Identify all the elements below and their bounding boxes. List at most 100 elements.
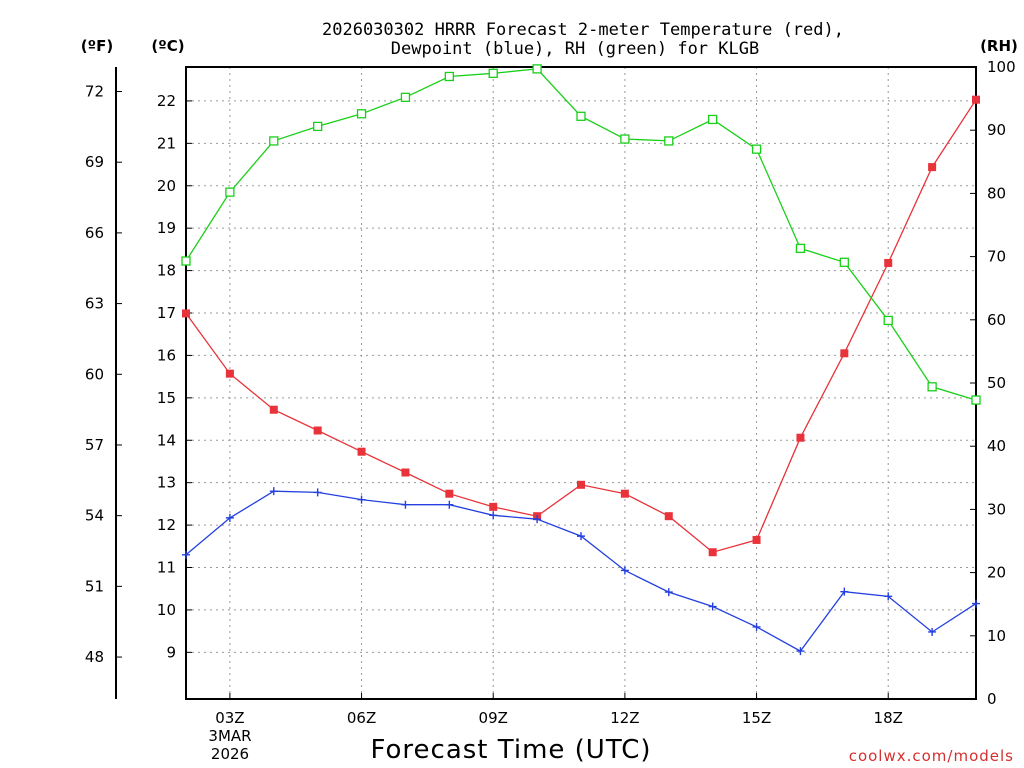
x-tick-label: 06Z	[347, 709, 376, 727]
dewpoint-point	[182, 550, 190, 559]
rh-point	[927, 382, 937, 392]
rh-point	[751, 144, 762, 154]
temperature-point	[445, 489, 454, 498]
temperature-point	[225, 369, 234, 378]
celsius-tick-label: 16	[157, 346, 176, 364]
rh-point	[576, 111, 586, 121]
celsius-tick-label: 11	[157, 559, 176, 577]
rh-point	[313, 121, 323, 132]
rh-point	[181, 256, 191, 266]
celsius-tick-label: 15	[157, 389, 176, 407]
x-tick-label: 15Z	[742, 709, 771, 727]
grid-lines	[186, 67, 976, 699]
x-tick-label: 18Z	[874, 709, 903, 727]
fahrenheit-tick-label: 51	[85, 577, 104, 595]
temperature-point	[269, 405, 278, 414]
fahrenheit-tick-label: 72	[85, 83, 104, 101]
rh-unit-label: (RH)	[980, 37, 1018, 55]
rh-point	[532, 64, 542, 74]
dewpoint-point	[884, 592, 893, 601]
dewpoint-point	[313, 488, 322, 497]
x-axis-label: Forecast Time (UTC)	[370, 735, 651, 765]
rh-point	[664, 136, 674, 146]
tick-labels: 03Z 06Z 09Z 12Z 15Z 18Z 9 10 11 12 13 14 15 16 17 18 19 2…	[85, 58, 1016, 727]
dewpoint-point	[577, 532, 585, 541]
celsius-tick-label: 18	[157, 262, 176, 280]
temperature-point	[972, 95, 980, 104]
rh-point	[839, 257, 849, 267]
dewpoint-point	[796, 647, 805, 656]
celsius-tick-label: 22	[157, 92, 176, 110]
rh-tick-label: 0	[987, 690, 997, 708]
plot-frame	[185, 66, 977, 700]
dewpoint-point	[533, 515, 542, 524]
rh-point	[225, 187, 235, 197]
temperature-point	[401, 468, 410, 477]
celsius-tick-label: 14	[157, 431, 176, 449]
chart-title-line-1: 2026030302 HRRR Forecast 2-meter Tempera…	[322, 20, 844, 40]
site-credit: coolwx.com/models	[849, 747, 1014, 765]
temperature-point	[357, 447, 366, 456]
rh-tick-label: 50	[987, 374, 1006, 392]
temperature-point	[752, 535, 761, 544]
fahrenheit-tick-label: 57	[85, 436, 104, 454]
temperature-point	[928, 163, 937, 172]
rh-point	[883, 315, 893, 326]
temperature-point	[313, 426, 322, 435]
dewpoint-point	[972, 599, 980, 608]
fahrenheit-tick-label: 48	[85, 648, 104, 666]
celsius-tick-label: 17	[157, 304, 176, 322]
rh-tick-label: 80	[987, 184, 1006, 202]
date-label-day: 3MAR	[208, 727, 251, 745]
rh-point	[795, 243, 806, 254]
temperature-point	[840, 349, 849, 358]
dewpoint-point	[401, 500, 410, 509]
dewpoint-point	[840, 587, 849, 596]
rh-point	[488, 68, 498, 78]
dewpoint-point	[269, 487, 278, 496]
data-series	[181, 64, 981, 656]
rh-tick-label: 100	[987, 58, 1016, 76]
celsius-tick-label: 13	[157, 474, 176, 492]
dewpoint-point	[752, 622, 761, 631]
fahrenheit-tick-label: 54	[85, 507, 104, 525]
rh-tick-label: 90	[987, 121, 1006, 139]
fahrenheit-tick-label: 66	[85, 224, 104, 242]
celsius-tick-label: 9	[166, 643, 176, 661]
celsius-unit-label: (ºC)	[151, 37, 184, 55]
dewpoint-point	[928, 627, 937, 636]
celsius-tick-label: 19	[157, 219, 176, 237]
celsius-tick-label: 20	[157, 177, 176, 195]
x-tick-label: 03Z	[215, 709, 244, 727]
rh-point	[444, 71, 454, 82]
rh-tick-label: 60	[987, 311, 1006, 329]
dewpoint-point	[708, 602, 717, 611]
temperature-point	[796, 433, 805, 442]
celsius-tick-label: 10	[157, 601, 176, 619]
temperature-point	[664, 512, 673, 521]
x-tick-label: 09Z	[479, 709, 508, 727]
fahrenheit-tick-label: 60	[85, 365, 104, 383]
chart-title-line-2: Dewpoint (blue), RH (green) for KLGB	[391, 39, 759, 59]
rh-point	[400, 92, 411, 102]
date-label-year: 2026	[211, 745, 249, 763]
fahrenheit-tick-label: 63	[85, 295, 104, 313]
dewpoint-point	[445, 500, 454, 509]
temperature-point	[577, 480, 585, 489]
rh-tick-label: 70	[987, 248, 1006, 266]
dewpoint-point	[357, 495, 366, 504]
temperature-point	[708, 548, 717, 557]
dewpoint-point	[489, 511, 498, 520]
temperature-point	[182, 309, 190, 318]
rh-tick-label: 40	[987, 437, 1006, 455]
celsius-tick-label: 12	[157, 516, 176, 534]
rh-point	[708, 114, 718, 125]
dewpoint-line	[185, 490, 977, 652]
fahrenheit-unit-label: (ºF)	[81, 37, 113, 55]
temperature-point	[620, 489, 629, 498]
celsius-tick-label: 21	[157, 134, 176, 152]
dewpoint-point	[664, 588, 673, 597]
rh-tick-label: 10	[987, 627, 1006, 645]
rh-point	[356, 109, 367, 119]
